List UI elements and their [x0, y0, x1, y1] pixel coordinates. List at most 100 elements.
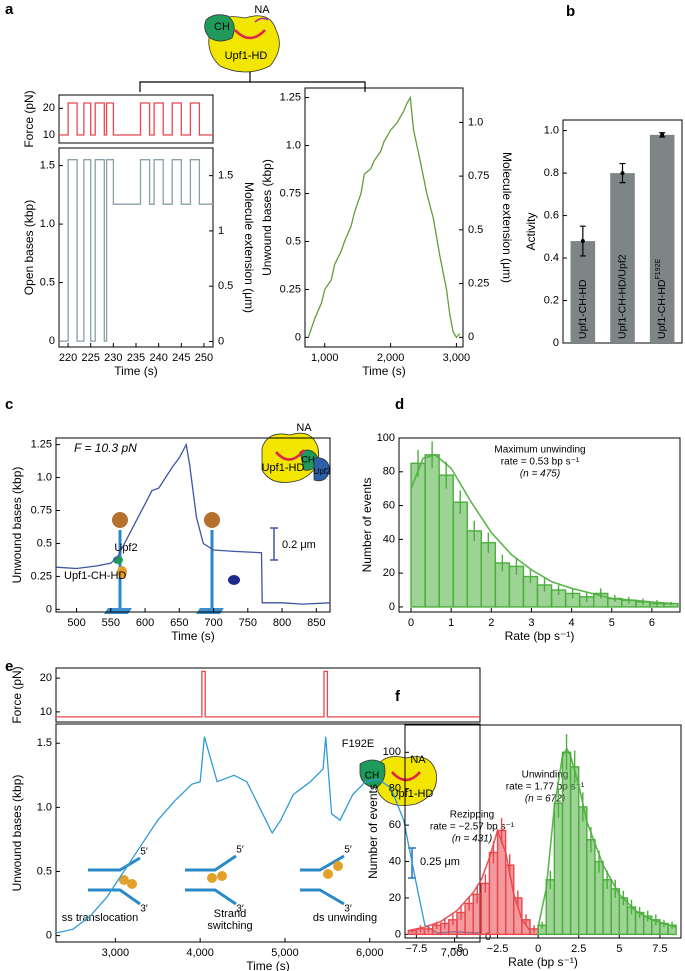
x-tick-label: 3	[528, 617, 534, 629]
annotation: 0	[485, 931, 491, 943]
y-tick-label: 100	[383, 746, 401, 758]
category-label: Upf1-CH-HD/Upf2	[616, 254, 628, 339]
x-tick-label: 7.5	[652, 943, 667, 955]
hist-bar	[466, 530, 482, 608]
panel-label: e	[5, 658, 13, 675]
x-tick-label: 245	[172, 352, 190, 364]
y2-axis-label: Molecule extension (μm)	[242, 182, 256, 313]
hist-bar	[553, 802, 564, 936]
y-axis-label: Unwound bases (kbp)	[260, 159, 274, 276]
hist-bar	[438, 474, 454, 608]
plot-frame	[58, 94, 214, 144]
y-axis-label: Number of events	[360, 478, 374, 573]
panel-label: a	[5, 1, 14, 18]
y-axis-label: Activity	[524, 212, 538, 250]
x-tick-label: 550	[102, 617, 120, 629]
y-tick-label: 40	[383, 533, 395, 545]
x-tick-label: 240	[149, 352, 167, 364]
y-tick-label: 10	[43, 129, 55, 141]
y2-tick-label: 1.0	[468, 116, 483, 128]
plot-frame	[304, 87, 464, 348]
y-tick-label: 0.5	[37, 865, 52, 877]
panel-label: c	[5, 396, 13, 413]
fit-curve	[410, 454, 673, 605]
x-tick-label: 6,000	[356, 947, 384, 959]
x-axis-label: Time (s)	[246, 959, 290, 971]
bar-point	[660, 132, 665, 137]
y-tick-label: 20	[43, 102, 55, 114]
x-tick-label: 6	[649, 617, 655, 629]
annotation: 0.2 μm	[282, 539, 316, 551]
y-tick-label: 1.0	[544, 125, 559, 137]
category-text: Upf1-CH-HD/Upf2	[616, 254, 628, 339]
y-tick-label: 20	[40, 672, 52, 684]
y-tick-label: 80	[383, 466, 395, 478]
annotation: switching	[207, 920, 252, 932]
x-tick-label: 650	[170, 617, 188, 629]
y-tick-label: 0.25	[31, 570, 52, 582]
y-tick-label: 0.5	[37, 537, 52, 549]
plot-frame	[55, 723, 481, 943]
y-tick-label: 0.4	[544, 252, 559, 264]
y-tick-label: 0.75	[31, 504, 52, 516]
y2-axis-label: Molecule extension (μm)	[500, 152, 514, 283]
annotation: ds unwinding	[313, 912, 377, 924]
annotation: Upf2	[114, 542, 137, 554]
y-axis-label: Unwound bases (kbp)	[10, 467, 24, 584]
plot-frame	[398, 437, 681, 613]
hist-bar	[561, 751, 572, 936]
plot-frame	[404, 724, 682, 939]
hist-bar	[452, 501, 468, 608]
hist-bar	[488, 851, 499, 936]
y-tick-label: 1.25	[31, 438, 52, 450]
hist-bar	[569, 766, 580, 936]
annotation: 5′	[236, 845, 244, 856]
x-tick-label: 500	[67, 617, 85, 629]
x-axis-label: Time (s)	[114, 364, 158, 378]
y-tick-label: 1.0	[37, 801, 52, 813]
y-tick-label: 1.0	[40, 218, 55, 230]
x-tick-label: 600	[136, 617, 154, 629]
y2-tick-label: 0.25	[468, 277, 489, 289]
y-tick-label: 0.25	[280, 283, 301, 295]
protein-diagram-a	[139, 14, 366, 92]
annotation: F192E	[342, 738, 374, 750]
y-tick-label: 20	[383, 567, 395, 579]
annotation: Upf2	[314, 467, 331, 476]
trace	[55, 736, 481, 934]
x-tick-label: 2.5	[571, 943, 586, 955]
trace	[56, 670, 480, 718]
x-tick-label: 5,000	[271, 947, 299, 959]
x-tick-label: 2,000	[377, 352, 405, 364]
y-axis-label: Force (pN)	[10, 666, 24, 723]
x-tick-label: 230	[104, 352, 122, 364]
x-tick-label: 225	[82, 352, 100, 364]
x-tick-label: 7,000	[441, 947, 469, 959]
annotation: 3′	[236, 904, 244, 915]
y-tick-label: 0	[395, 928, 401, 940]
x-tick-label: 0	[408, 617, 414, 629]
trace	[59, 159, 213, 342]
annotation: (n = 475)	[520, 469, 560, 480]
y-tick-label: 60	[383, 499, 395, 511]
y-axis-label: Unwound bases (kbp)	[10, 775, 24, 892]
category-label: Upf1-CH-HDF192E	[655, 259, 668, 339]
y-tick-label: 0	[46, 929, 52, 941]
bar	[610, 173, 635, 343]
annotation: (n = 672)	[525, 794, 565, 805]
category-text: Upf1-CH-HD	[656, 279, 668, 339]
protein-diagram-e	[88, 756, 437, 906]
y-tick-label: 0.5	[286, 235, 301, 247]
y-tick-label: 1.0	[286, 139, 301, 151]
y-tick-label: 0	[295, 331, 301, 343]
annotation: 0.25 μm	[420, 856, 460, 868]
annotation: 3′	[140, 904, 148, 915]
x-axis-label: Rate (bp s⁻¹)	[505, 629, 575, 643]
x-tick-label: 750	[239, 617, 257, 629]
x-tick-label: 700	[204, 617, 222, 629]
y2-tick-label: 1	[218, 225, 224, 237]
x-tick-label: 1,000	[311, 352, 339, 364]
y-tick-label: 1.0	[37, 471, 52, 483]
